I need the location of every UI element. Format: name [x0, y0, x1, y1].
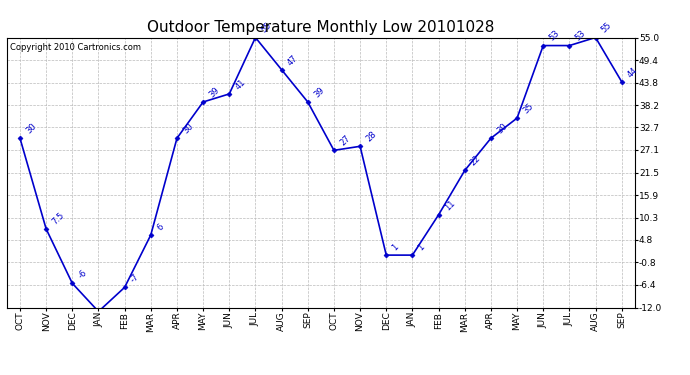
Text: 53: 53 — [573, 29, 587, 43]
Text: 28: 28 — [364, 130, 378, 144]
Text: 30: 30 — [181, 122, 195, 135]
Text: 53: 53 — [547, 29, 561, 43]
Text: 7.5: 7.5 — [50, 210, 66, 226]
Text: 22: 22 — [469, 154, 483, 168]
Text: 39: 39 — [207, 86, 221, 99]
Text: 44: 44 — [626, 65, 640, 79]
Text: 6: 6 — [155, 222, 165, 232]
Text: 55: 55 — [259, 21, 273, 35]
Text: -6: -6 — [77, 268, 89, 280]
Text: -13: -13 — [0, 374, 1, 375]
Text: 35: 35 — [521, 102, 535, 115]
Text: 11: 11 — [443, 198, 457, 212]
Text: Copyright 2010 Cartronics.com: Copyright 2010 Cartronics.com — [10, 43, 141, 52]
Text: -7: -7 — [129, 272, 141, 285]
Title: Outdoor Temperature Monthly Low 20101028: Outdoor Temperature Monthly Low 20101028 — [147, 20, 495, 35]
Text: 41: 41 — [233, 77, 247, 91]
Text: 47: 47 — [286, 53, 299, 67]
Text: 30: 30 — [24, 122, 38, 135]
Text: 39: 39 — [312, 86, 326, 99]
Text: 55: 55 — [600, 21, 613, 35]
Text: 27: 27 — [338, 134, 352, 147]
Text: 30: 30 — [495, 122, 509, 135]
Text: 1: 1 — [417, 242, 426, 252]
Text: 1: 1 — [391, 242, 400, 252]
